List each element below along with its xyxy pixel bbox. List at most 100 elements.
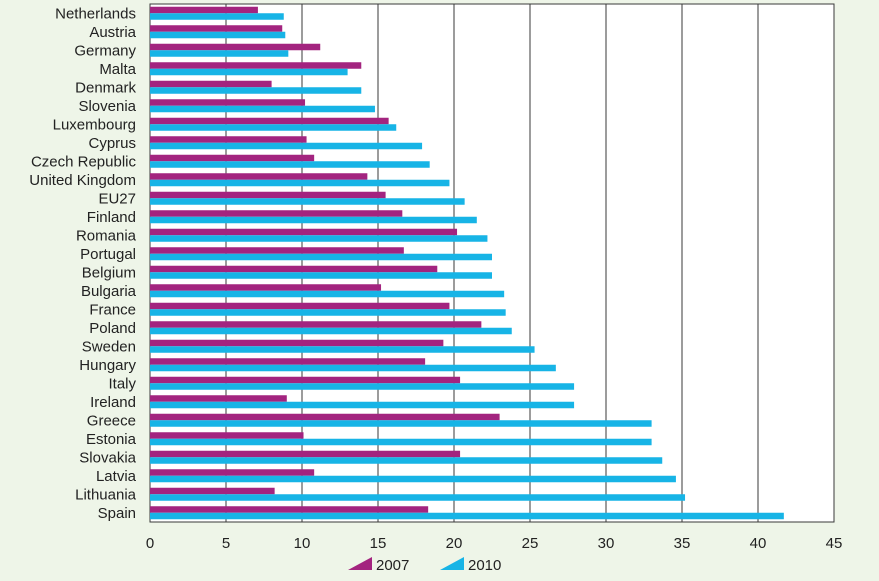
bar-2007 <box>150 247 404 254</box>
bar-2010 <box>150 124 397 131</box>
bar-2007 <box>150 450 461 458</box>
category-label: Poland <box>89 320 136 337</box>
legend-swatch-2007 <box>348 557 372 570</box>
category-label: Slovakia <box>79 449 136 466</box>
category-label: Spain <box>98 505 136 522</box>
bar-2010 <box>150 161 430 168</box>
x-tick-label: 30 <box>598 535 615 552</box>
bar-2010 <box>150 494 686 501</box>
category-label: Finland <box>87 209 136 226</box>
bar-2007 <box>150 6 258 14</box>
bar-2010 <box>150 346 535 353</box>
bar-2010 <box>150 105 375 113</box>
category-label: France <box>89 301 136 318</box>
bar-2010 <box>150 68 348 76</box>
bar-2007 <box>150 432 304 439</box>
x-tick-label: 5 <box>222 535 230 552</box>
bar-2007 <box>150 284 382 291</box>
category-label: Lithuania <box>75 486 137 503</box>
bar-2010 <box>150 457 663 464</box>
bar-2007 <box>150 117 389 125</box>
bar-2007 <box>150 136 307 143</box>
bar-2007 <box>150 25 283 32</box>
category-label: Bulgaria <box>81 283 137 300</box>
legend-swatch-2010 <box>440 557 464 570</box>
bar-2007 <box>150 413 500 421</box>
x-tick-label: 10 <box>294 535 311 552</box>
x-tick-label: 25 <box>522 535 539 552</box>
bar-2007 <box>150 99 306 106</box>
x-tick-label: 45 <box>826 535 843 552</box>
bar-2010 <box>150 87 362 94</box>
category-label: Italy <box>108 375 136 392</box>
bar-2007 <box>150 358 426 365</box>
bar-2007 <box>150 487 275 495</box>
bar-2007 <box>150 265 438 273</box>
category-label: Latvia <box>96 468 137 485</box>
bar-2007 <box>150 302 450 310</box>
bar-2010 <box>150 272 492 279</box>
x-tick-label: 35 <box>674 535 691 552</box>
bar-2007 <box>150 506 429 513</box>
bar-2007 <box>150 62 362 69</box>
bar-2010 <box>150 50 289 57</box>
bar-2010 <box>150 309 506 316</box>
bar-2007 <box>150 154 315 162</box>
bar-2007 <box>150 210 403 217</box>
category-label: Hungary <box>79 357 136 374</box>
bar-2007 <box>150 80 272 88</box>
category-label: Romania <box>76 227 137 244</box>
category-label: Belgium <box>82 264 136 281</box>
bar-2010 <box>150 383 575 390</box>
bar-2007 <box>150 321 482 328</box>
category-label: Greece <box>87 412 136 429</box>
category-label: Germany <box>74 42 136 59</box>
bar-2010 <box>150 475 676 483</box>
x-tick-label: 20 <box>446 535 463 552</box>
category-label: Sweden <box>82 338 136 355</box>
bar-2010 <box>150 420 652 427</box>
category-label: Netherlands <box>55 5 136 22</box>
category-label: EU27 <box>98 190 136 207</box>
bar-2010 <box>150 438 652 446</box>
bar-2007 <box>150 469 315 476</box>
bar-2010 <box>150 216 477 224</box>
bar-2010 <box>150 13 284 20</box>
bar-2007 <box>150 173 368 180</box>
plot-frame <box>149 3 835 523</box>
category-label: United Kingdom <box>29 172 136 189</box>
bar-2010 <box>150 198 465 205</box>
bar-2010 <box>150 235 488 242</box>
bar-2007 <box>150 339 444 347</box>
bar-2010 <box>150 512 784 520</box>
bar-2010 <box>150 327 512 335</box>
bar-2010 <box>150 142 423 150</box>
bar-2010 <box>150 253 492 261</box>
category-label: Luxembourg <box>53 116 136 133</box>
legend-label-2010: 2010 <box>468 557 501 574</box>
category-label: Portugal <box>80 246 136 263</box>
category-label: Ireland <box>90 394 136 411</box>
x-tick-label: 0 <box>146 535 154 552</box>
x-tick-label: 15 <box>370 535 387 552</box>
legend-label-2007: 2007 <box>376 557 409 574</box>
x-tick-label: 40 <box>750 535 767 552</box>
bar-2010 <box>150 364 556 372</box>
category-label: Malta <box>99 61 136 78</box>
category-label: Cyprus <box>88 135 136 152</box>
bar-2010 <box>150 290 505 298</box>
bar-2007 <box>150 395 287 402</box>
category-label: Denmark <box>75 79 136 96</box>
category-label: Czech Republic <box>31 153 137 170</box>
category-label: Slovenia <box>78 98 136 115</box>
bar-2010 <box>150 31 286 39</box>
bar-2007 <box>150 228 458 236</box>
bar-2007 <box>150 191 386 199</box>
bar-2010 <box>150 401 575 409</box>
bar-2010 <box>150 179 450 187</box>
bar-2007 <box>150 376 461 384</box>
category-label: Estonia <box>86 431 137 448</box>
category-label: Austria <box>89 24 136 41</box>
